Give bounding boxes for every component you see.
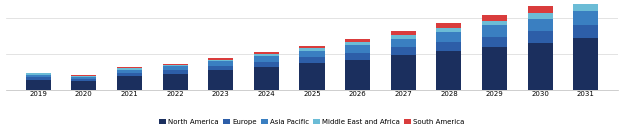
Bar bbox=[208, 70, 233, 90]
Bar bbox=[117, 76, 142, 90]
Bar bbox=[71, 76, 96, 77]
Bar bbox=[482, 21, 507, 25]
Bar bbox=[26, 80, 51, 90]
Bar bbox=[345, 53, 370, 60]
Bar bbox=[482, 47, 507, 90]
Bar bbox=[482, 25, 507, 37]
Bar bbox=[208, 58, 233, 60]
Bar bbox=[300, 57, 324, 63]
Bar bbox=[300, 46, 324, 48]
Bar bbox=[436, 42, 462, 51]
Bar bbox=[573, 38, 598, 90]
Bar bbox=[254, 54, 279, 56]
Bar bbox=[482, 37, 507, 47]
Bar bbox=[528, 43, 553, 90]
Bar bbox=[117, 73, 142, 76]
Bar bbox=[345, 60, 370, 90]
Bar bbox=[162, 64, 188, 65]
Bar bbox=[573, 11, 598, 25]
Bar bbox=[482, 15, 507, 21]
Bar bbox=[528, 6, 553, 13]
Bar bbox=[162, 70, 188, 74]
Bar bbox=[117, 68, 142, 70]
Bar bbox=[208, 66, 233, 70]
Bar bbox=[208, 60, 233, 61]
Bar bbox=[391, 35, 416, 39]
Bar bbox=[391, 55, 416, 90]
Bar bbox=[162, 74, 188, 90]
Bar bbox=[436, 23, 462, 28]
Bar bbox=[26, 77, 51, 80]
Bar bbox=[117, 67, 142, 68]
Bar bbox=[162, 65, 188, 66]
Bar bbox=[254, 52, 279, 54]
Bar bbox=[573, 4, 598, 11]
Legend: North America, Europe, Asia Pacific, Middle East and Africa, South America: North America, Europe, Asia Pacific, Mid… bbox=[159, 119, 465, 125]
Bar bbox=[573, 25, 598, 38]
Bar bbox=[71, 79, 96, 81]
Bar bbox=[26, 73, 51, 75]
Bar bbox=[345, 45, 370, 53]
Bar bbox=[117, 70, 142, 73]
Bar bbox=[162, 66, 188, 70]
Bar bbox=[208, 61, 233, 66]
Bar bbox=[345, 42, 370, 45]
Bar bbox=[71, 77, 96, 79]
Bar bbox=[300, 51, 324, 57]
Bar bbox=[391, 31, 416, 35]
Bar bbox=[436, 32, 462, 42]
Bar bbox=[528, 18, 553, 31]
Bar bbox=[345, 39, 370, 42]
Bar bbox=[573, 0, 598, 4]
Bar bbox=[528, 13, 553, 19]
Bar bbox=[254, 67, 279, 90]
Bar bbox=[26, 75, 51, 77]
Bar bbox=[71, 75, 96, 76]
Bar bbox=[391, 39, 416, 47]
Bar bbox=[300, 63, 324, 90]
Bar bbox=[254, 62, 279, 67]
Bar bbox=[300, 48, 324, 51]
Bar bbox=[436, 28, 462, 32]
Bar bbox=[391, 47, 416, 55]
Bar bbox=[254, 56, 279, 62]
Bar bbox=[528, 31, 553, 43]
Bar bbox=[436, 51, 462, 90]
Bar bbox=[71, 81, 96, 90]
